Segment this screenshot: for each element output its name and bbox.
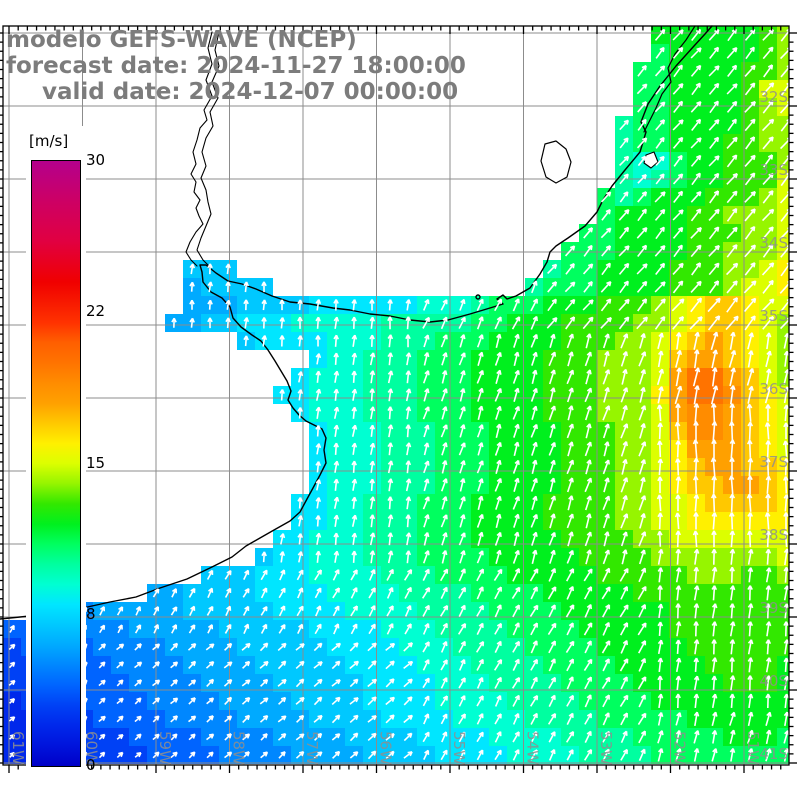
coastline-layer (0, 25, 713, 620)
lon-label: 54W (524, 731, 542, 765)
graticule-labels: 32S 33S 34S 35S 36S 37S 38S 39S 40S 41S 61W 60W 59W 5… (9, 88, 788, 765)
lon-label: 60W (83, 731, 101, 765)
coastline (0, 25, 713, 620)
lat-label: 37S (759, 453, 788, 471)
lat-label: 35S (759, 307, 788, 325)
colorbar-tick-label: 30 (86, 151, 106, 169)
lat-label: 40S (759, 672, 788, 690)
model-title: modelo GEFS-WAVE (NCEP) (6, 27, 357, 53)
colorbar-gradient (31, 160, 81, 767)
heatmap-cells (3, 26, 789, 764)
lon-label: 61W (9, 731, 27, 765)
colorbar: [m/s] 30 22 15 8 0 (26, 126, 105, 774)
colorbar-tick-label: 0 (86, 756, 96, 774)
colorbar-tick-label: 15 (86, 453, 106, 472)
lon-label: 51W (744, 731, 762, 765)
lake-outline (643, 151, 659, 169)
lat-label: 41S (759, 745, 788, 763)
lon-label: 56W (377, 731, 395, 765)
direction-arrows (8, 28, 793, 762)
lat-label: 38S (759, 526, 788, 544)
forecast-date: forecast date: 2024-11-27 18:00:00 (6, 53, 466, 79)
title-block: modelo GEFS-WAVE (NCEP) forecast date: 2… (6, 27, 466, 105)
lat-label: 33S (759, 161, 788, 179)
lat-label: 32S (759, 88, 788, 106)
lon-label: 55W (450, 731, 468, 765)
colorbar-tick-label: 22 (86, 302, 106, 321)
lon-label: 58W (230, 731, 248, 765)
lat-label: 36S (759, 380, 788, 398)
colorbar-units-label: [m/s] (29, 132, 69, 150)
lake-outline (540, 140, 572, 184)
valid-date: valid date: 2024-12-07 00:00:00 (42, 79, 459, 105)
lagoon-shore (643, 25, 696, 133)
colorbar-tick-label: 8 (86, 604, 96, 623)
lon-label: 53W (597, 731, 615, 765)
river-bank (185, 31, 213, 267)
lat-label: 39S (759, 599, 788, 617)
lon-label: 59W (156, 731, 174, 765)
islet (475, 294, 481, 300)
lon-label: 52W (671, 731, 689, 765)
river-bank (196, 31, 220, 267)
lon-label: 57W (303, 731, 321, 765)
lat-label: 34S (759, 234, 788, 252)
